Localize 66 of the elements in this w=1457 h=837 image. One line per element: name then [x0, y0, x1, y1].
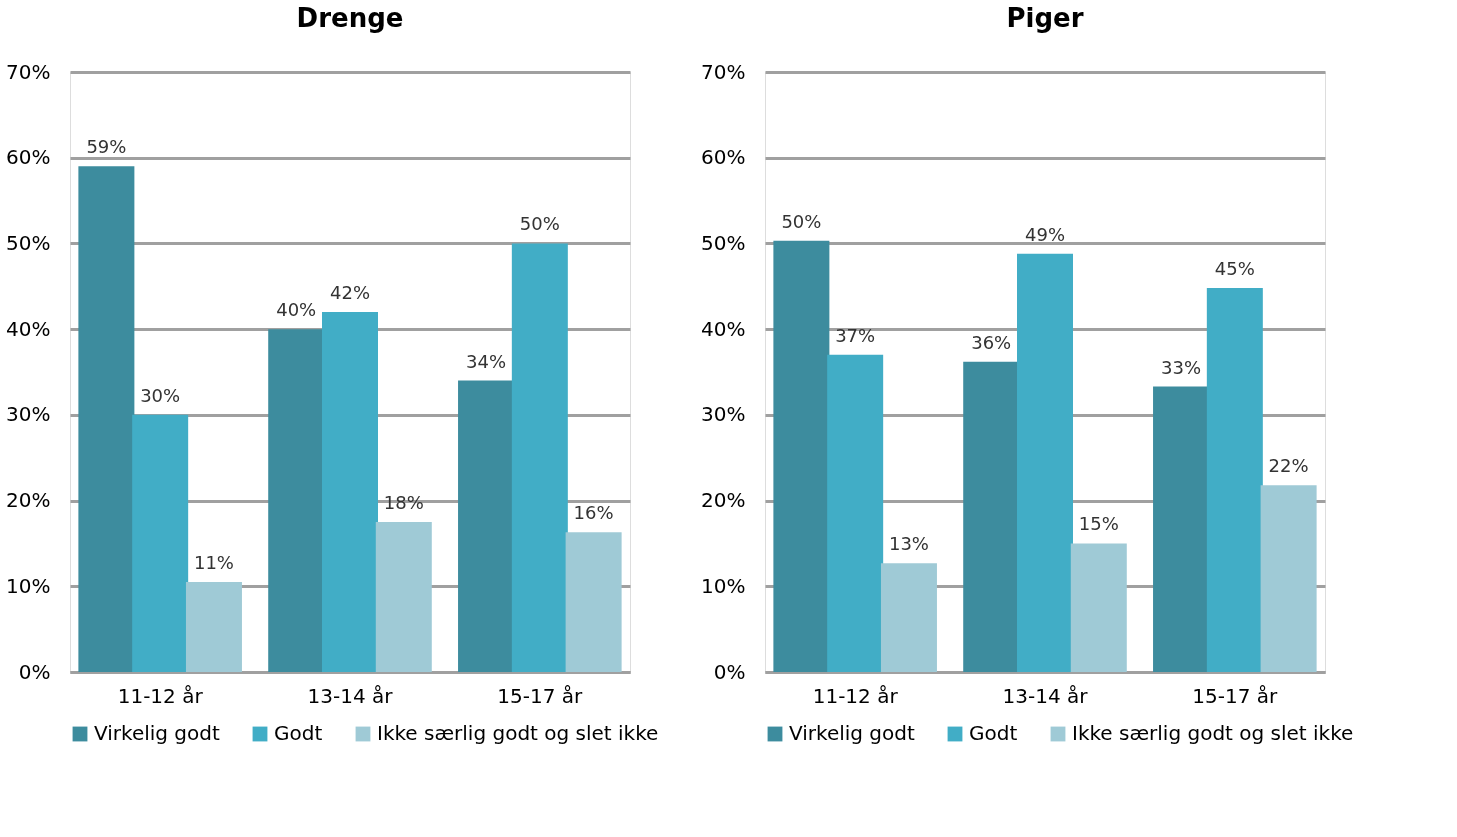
bar [322, 312, 378, 672]
data-label: 36% [971, 331, 1012, 353]
y-tick-label: 60% [6, 145, 51, 170]
data-label: 11% [193, 552, 234, 573]
y-tick-label: 0% [713, 659, 746, 684]
legend-label: Ikke særlig godt og slet ikke [1072, 721, 1354, 745]
data-label: 42% [329, 282, 371, 303]
data-label: 22% [1268, 455, 1309, 477]
data-label: 45% [1214, 258, 1255, 279]
data-label: 13% [888, 533, 929, 555]
data-label: 18% [383, 492, 424, 513]
bar [880, 563, 937, 672]
legend-label: Virkelig godt [789, 721, 915, 745]
bar [268, 329, 325, 672]
data-label: 50% [519, 213, 560, 235]
y-tick-label: 40% [6, 316, 51, 341]
y-tick-label: 50% [701, 230, 746, 255]
y-tick-label: 20% [701, 488, 746, 513]
bar [565, 532, 622, 672]
y-tick-label: 10% [6, 573, 51, 598]
y-tick-label: 70% [6, 59, 51, 84]
bar [375, 522, 432, 672]
data-label: 30% [140, 384, 181, 406]
bar [1260, 485, 1317, 672]
legend-label: Ikke særlig godt og slet ikke [377, 721, 659, 745]
legend-label: Godt [274, 721, 323, 745]
y-tick-label: 30% [701, 402, 746, 427]
x-tick-label: 11-12 år [117, 683, 204, 708]
bar [827, 354, 884, 672]
bar [1017, 253, 1073, 672]
bar [1070, 543, 1127, 672]
y-tick-label: 40% [701, 316, 746, 341]
data-label: 33% [1161, 356, 1202, 378]
y-tick-label: 20% [6, 488, 51, 513]
data-label: 40% [276, 299, 317, 321]
x-tick-label: 15-17 år [1192, 683, 1279, 708]
bar [132, 414, 189, 672]
data-label: 50% [781, 210, 822, 232]
x-tick-label: 13-14 år [307, 683, 394, 708]
y-tick-label: 30% [6, 402, 51, 427]
y-tick-label: 0% [18, 659, 51, 684]
bar [963, 361, 1020, 672]
x-tick-label: 13-14 år [1002, 683, 1089, 708]
x-tick-label: 11-12 år [812, 683, 899, 708]
chart-title: Drenge [296, 3, 404, 33]
chart-title: Piger [1006, 3, 1084, 33]
legend-label: Godt [969, 721, 1018, 745]
y-tick-label: 50% [6, 230, 51, 255]
bar [185, 582, 242, 672]
data-label: 16% [573, 502, 614, 524]
bar [511, 243, 568, 672]
y-tick-label: 10% [701, 573, 746, 598]
y-tick-label: 60% [701, 145, 746, 170]
bar [78, 166, 135, 672]
x-tick-label: 15-17 år [497, 683, 584, 708]
bar [458, 380, 515, 672]
bar [1153, 386, 1210, 672]
y-tick-label: 70% [701, 59, 746, 84]
bar [773, 240, 830, 672]
data-label: 49% [1024, 223, 1066, 245]
bar [1206, 288, 1263, 672]
data-label: 59% [86, 136, 127, 158]
data-label: 37% [835, 324, 876, 346]
data-label: 15% [1078, 513, 1119, 535]
data-label: 34% [466, 350, 507, 372]
legend-label: Virkelig godt [94, 721, 220, 745]
